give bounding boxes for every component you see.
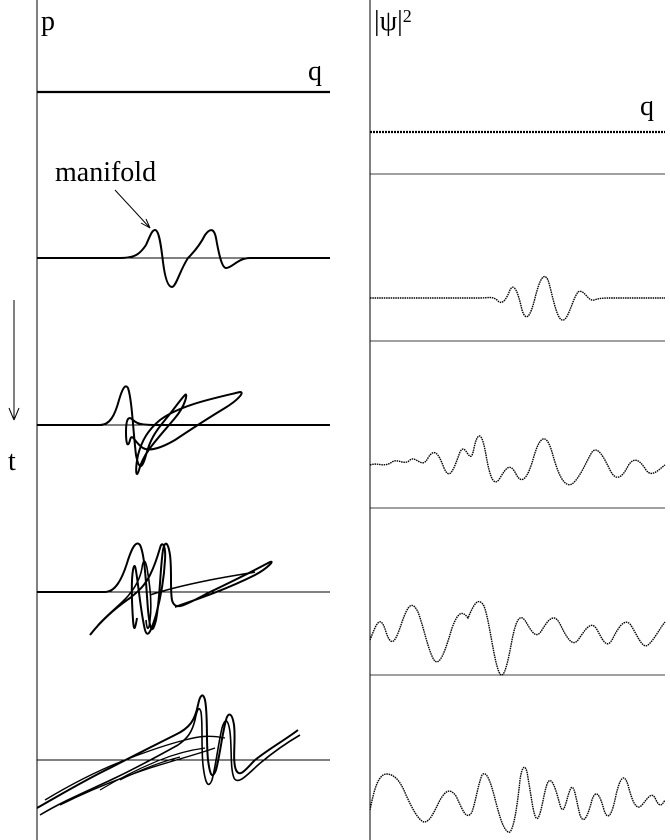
psi-text: |ψ| bbox=[374, 6, 403, 37]
manifold-snapshot-2 bbox=[37, 385, 330, 475]
right-panel-probability-density: |ψ|2 q bbox=[369, 0, 666, 840]
density-snapshot-1 bbox=[370, 275, 665, 321]
manifold-curve-4d bbox=[99, 747, 206, 791]
manifold-curve-4a bbox=[36, 694, 299, 809]
density-curve-3 bbox=[369, 600, 666, 676]
manifold-annotation-arrow-shaft bbox=[114, 189, 151, 229]
manifold-curve-2 bbox=[37, 385, 330, 475]
time-axis-label: t bbox=[8, 446, 16, 477]
manifold-annotation-arrowhead bbox=[140, 218, 151, 229]
density-curve-4 bbox=[369, 766, 666, 833]
density-snapshot-2 bbox=[369, 435, 666, 486]
density-snapshot-4 bbox=[369, 766, 666, 833]
manifold-curve-4c bbox=[44, 735, 226, 806]
density-curve-1 bbox=[370, 275, 665, 321]
time-arrow: t bbox=[8, 300, 20, 477]
left-axis-q-label: q bbox=[308, 56, 322, 87]
manifold-snapshot-3 bbox=[37, 542, 330, 636]
manifold-curve-3c bbox=[97, 560, 256, 630]
right-axis-q-label: q bbox=[640, 91, 654, 122]
time-arrow-head bbox=[8, 407, 20, 421]
psi-superscript: 2 bbox=[403, 6, 412, 26]
left-panel-phase-space: p q manifold bbox=[36, 0, 330, 840]
manifold-curve-1 bbox=[37, 228, 330, 289]
manifold-curve-4b bbox=[39, 708, 301, 816]
manifold-annotation-label: manifold bbox=[55, 157, 156, 188]
manifold-curve-3a bbox=[37, 542, 273, 631]
manifold-snapshot-4 bbox=[36, 694, 330, 816]
manifold-snapshot-1 bbox=[37, 228, 330, 289]
manifold-curve-3b bbox=[89, 543, 167, 636]
right-axis-psi-label: |ψ|2 bbox=[374, 6, 412, 37]
density-snapshot-3 bbox=[369, 600, 666, 676]
left-axis-p-label: p bbox=[41, 6, 55, 37]
density-curve-2 bbox=[369, 435, 666, 486]
